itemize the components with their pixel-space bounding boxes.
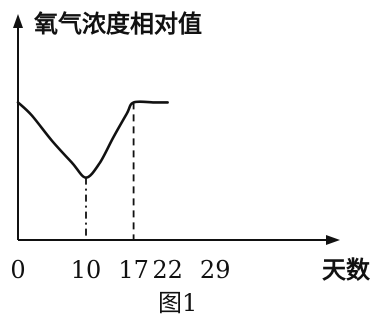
x-tick-label-17: 17	[118, 256, 149, 284]
x-axis-arrow	[326, 235, 340, 245]
y-axis-arrow	[13, 14, 23, 28]
y-axis-label: 氧气浓度相对值	[34, 10, 202, 38]
x-tick-label-0: 0	[10, 256, 25, 284]
figure-caption: 图1	[158, 289, 197, 317]
x-tick-label-29: 29	[200, 256, 231, 284]
x-tick-label-10: 10	[71, 256, 102, 284]
axes	[13, 14, 340, 245]
series	[16, 100, 169, 179]
x-tick-label-22: 22	[152, 256, 183, 284]
series-line-0	[16, 100, 169, 179]
x-tick-labels: 0 10 17 22 29	[10, 256, 230, 284]
x-axis-label: 天数	[322, 256, 371, 284]
reference-lines	[85, 102, 135, 240]
